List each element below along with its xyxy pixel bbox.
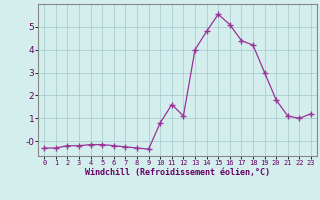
- X-axis label: Windchill (Refroidissement éolien,°C): Windchill (Refroidissement éolien,°C): [85, 168, 270, 177]
